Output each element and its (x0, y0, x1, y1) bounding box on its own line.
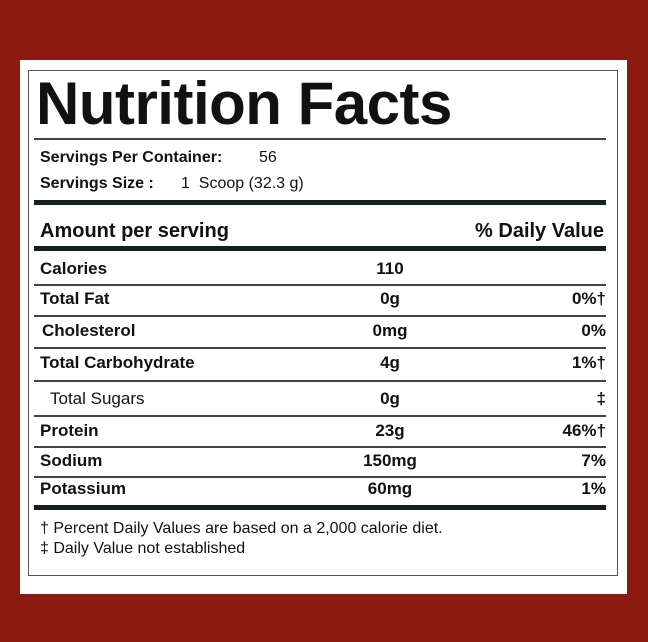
nutrient-amount: 0mg (372, 321, 408, 340)
nutrient-amount: 4g (380, 353, 400, 372)
rule (34, 200, 606, 205)
title: Nutrition Facts (36, 70, 452, 137)
row-divider (34, 315, 606, 317)
nutrient-name: Calories (40, 259, 108, 278)
nutrient-name: Potassium (40, 479, 126, 498)
size-label: Servings Size : (40, 175, 154, 192)
rule (34, 505, 606, 510)
nutrient-name: Sodium (40, 451, 103, 470)
servings-label: Servings Per Container: (40, 149, 223, 166)
dv-header: % Daily Value (475, 220, 604, 242)
rule (34, 138, 606, 140)
daily-value: 46%† (562, 421, 606, 440)
nutrient-amount: 150mg (363, 451, 417, 470)
daily-value: 0% (581, 321, 606, 340)
amount-header: Amount per serving (40, 220, 229, 242)
footnote: ‡ Daily Value not established (40, 540, 246, 557)
row-divider (34, 476, 606, 478)
row-divider (34, 380, 606, 382)
size-value: 1 Scoop (32.3 g) (181, 175, 304, 192)
row-divider (34, 284, 606, 286)
label-border (28, 70, 618, 576)
footnote: † Percent Daily Values are based on a 2,… (40, 520, 443, 537)
nutrient-amount: 0g (380, 289, 400, 308)
nutrient-name: Total Sugars (50, 389, 145, 408)
daily-value: 1%† (571, 353, 606, 372)
daily-value: ‡ (596, 389, 606, 408)
nutrient-name: Total Fat (40, 289, 110, 308)
nutrient-amount: 0g (380, 389, 400, 408)
row-divider (34, 347, 606, 349)
nutrient-amount: 23g (375, 421, 405, 440)
nutrient-name: Cholesterol (42, 321, 136, 340)
daily-value: 7% (581, 451, 606, 470)
nutrient-amount: 110 (376, 259, 404, 278)
nutrient-name: Protein (40, 421, 99, 440)
nutrient-name: Total Carbohydrate (40, 353, 195, 372)
row-divider (34, 415, 606, 417)
daily-value: 1% (581, 479, 606, 498)
daily-value: 0%† (571, 289, 606, 308)
servings-value: 56 (259, 149, 277, 166)
row-divider (34, 446, 606, 448)
rule (34, 246, 606, 251)
nutrient-amount: 60mg (367, 479, 413, 498)
